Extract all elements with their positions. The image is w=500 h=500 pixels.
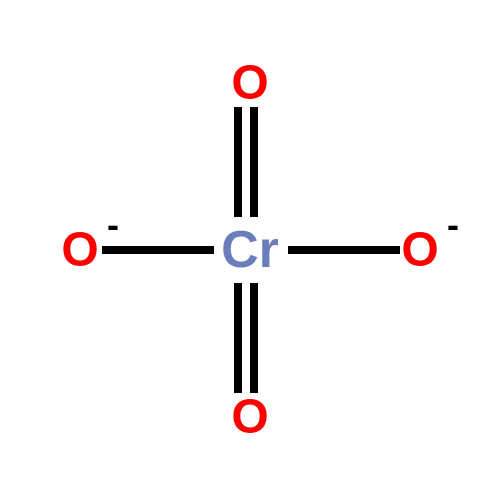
atom-Cr: Cr (221, 220, 279, 280)
atom-O_left: O (61, 223, 98, 278)
atom-O_top: O (231, 56, 268, 111)
charge-O_right: - (447, 204, 459, 246)
bond-Cr-O_top (250, 107, 258, 217)
bond-Cr-O_left (102, 246, 214, 254)
bond-Cr-O_bottom (234, 283, 242, 393)
charge-O_left: - (107, 204, 119, 246)
bond-Cr-O_bottom (250, 283, 258, 393)
bond-Cr-O_right (288, 246, 400, 254)
atom-O_right: O (401, 223, 438, 278)
bond-Cr-O_top (234, 107, 242, 217)
atom-O_bottom: O (231, 390, 268, 445)
